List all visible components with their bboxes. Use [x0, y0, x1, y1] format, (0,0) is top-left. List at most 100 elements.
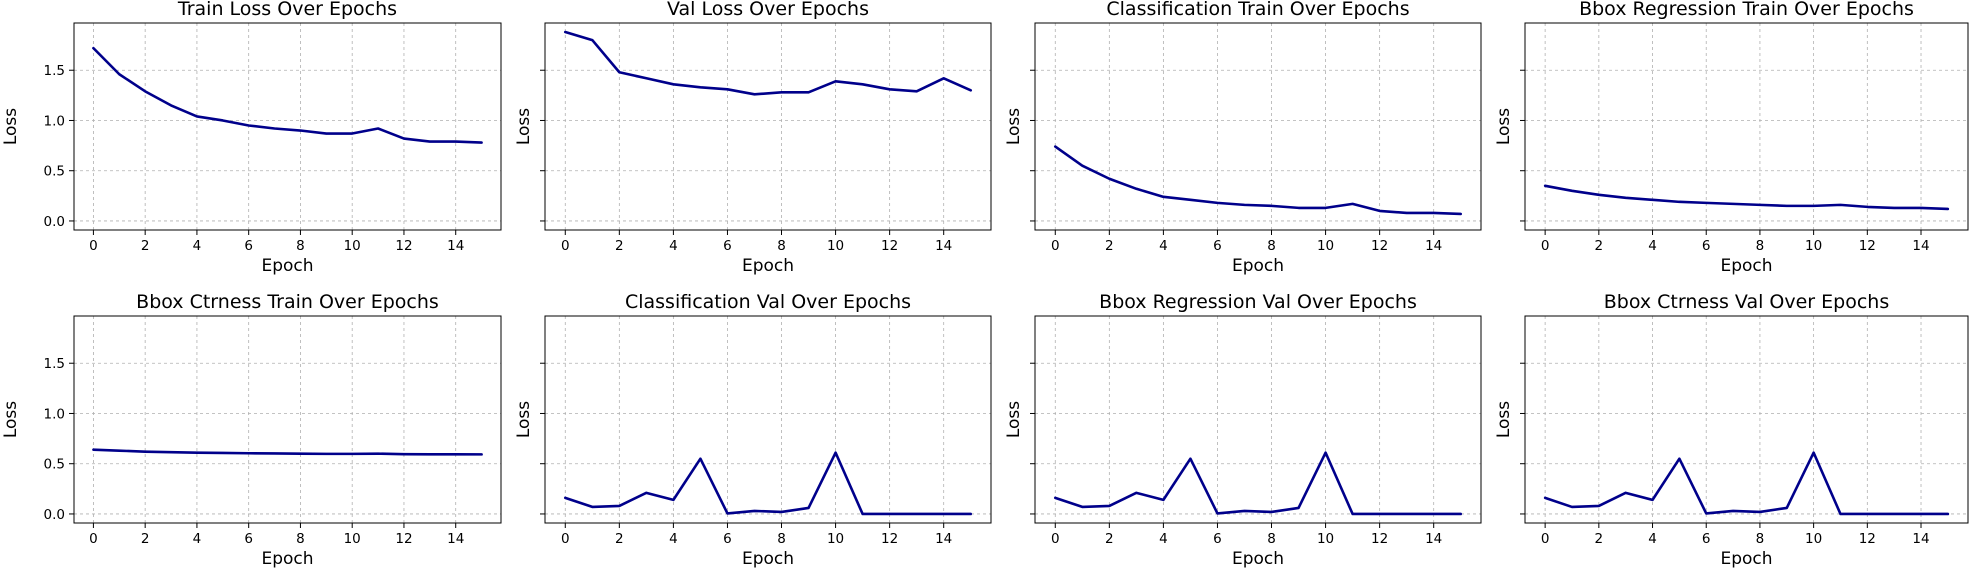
- y-tick-label: 0.5: [44, 457, 65, 473]
- x-tick-label: 6: [1702, 238, 1711, 254]
- x-tick-label: 14: [447, 531, 464, 547]
- x-axis-label: Epoch: [1232, 256, 1284, 276]
- axes-frame: [73, 315, 502, 524]
- subplot-title: Train Loss Over Epochs: [177, 0, 397, 20]
- x-axis-label: Epoch: [742, 256, 794, 276]
- axes-frame: [544, 22, 992, 231]
- x-tick-label: 12: [1371, 238, 1388, 254]
- x-tick-label: 10: [827, 531, 844, 547]
- x-tick-label: 12: [1371, 531, 1388, 547]
- x-tick-label: 6: [244, 531, 253, 547]
- axes-frame: [1034, 22, 1482, 231]
- x-tick-label: 2: [1595, 531, 1604, 547]
- subplot-7: 0 2 4 6 8 10 12 14 Bbox Regression Val Over Epoc…: [1004, 291, 1482, 569]
- x-tick-label: 8: [1756, 238, 1765, 254]
- x-tick-label: 8: [296, 531, 305, 547]
- subplot-title: Classification Train Over Epochs: [1106, 0, 1409, 20]
- x-tick-label: 10: [1317, 238, 1334, 254]
- subplot-2: 0 2 4 6 8 10 12 14 Val Loss Over Epochs Epoch Loss: [514, 0, 992, 276]
- x-axis-label: Epoch: [261, 256, 313, 276]
- x-tick-label: 14: [1425, 531, 1442, 547]
- subplot-6: 0 2 4 6 8 10 12 14 Classification Val Over Epoch…: [514, 291, 992, 569]
- series-line-1: [563, 30, 973, 96]
- subplot-1: 0 2 4 6 8 10 12 14 0.0 0.5 1.0 1.5 Train Loss Over E…: [1, 0, 502, 276]
- axes-frame: [1034, 315, 1482, 524]
- series-line-1: [92, 448, 483, 456]
- series-line-1: [1053, 145, 1463, 216]
- subplot-8: 0 2 4 6 8 10 12 14 Bbox Ctrness Val Over Epochs E…: [1494, 291, 1969, 569]
- x-tick-label: 10: [1805, 531, 1822, 547]
- y-axis-label: Loss: [1, 108, 21, 145]
- x-tick-label: 14: [935, 531, 952, 547]
- axes-frame: [1524, 315, 1969, 524]
- x-tick-label: 6: [723, 238, 732, 254]
- subplot-title: Classification Val Over Epochs: [625, 291, 911, 313]
- x-tick-label: 0: [1541, 531, 1550, 547]
- series-line-1: [92, 46, 483, 144]
- x-tick-label: 4: [1159, 238, 1168, 254]
- y-axis-label: Loss: [1494, 401, 1514, 438]
- x-tick-label: 10: [344, 531, 361, 547]
- x-tick-label: 0: [89, 238, 98, 254]
- subplot-3: 0 2 4 6 8 10 12 14 Classification Train Over Epo…: [1004, 0, 1482, 276]
- x-tick-label: 8: [1756, 531, 1765, 547]
- x-tick-label: 2: [1105, 238, 1114, 254]
- axes-frame: [73, 22, 502, 231]
- x-tick-label: 10: [1805, 238, 1822, 254]
- y-axis-label: Loss: [1, 401, 21, 438]
- x-tick-label: 0: [561, 531, 570, 547]
- x-tick-label: 14: [935, 238, 952, 254]
- x-tick-label: 2: [615, 531, 624, 547]
- x-tick-label: 2: [141, 238, 150, 254]
- x-tick-label: 4: [669, 531, 678, 547]
- x-tick-label: 2: [1105, 531, 1114, 547]
- subplot-5: 0 2 4 6 8 10 12 14 0.0 0.5 1.0 1.5 Bbox Ctrness Trai…: [1, 291, 502, 569]
- x-axis-label: Epoch: [1720, 256, 1772, 276]
- x-tick-label: 0: [1541, 238, 1550, 254]
- x-tick-label: 8: [777, 238, 786, 254]
- x-tick-label: 12: [881, 238, 898, 254]
- x-tick-label: 6: [1213, 238, 1222, 254]
- x-tick-label: 10: [344, 238, 361, 254]
- x-tick-label: 0: [561, 238, 570, 254]
- series-line-1: [563, 451, 973, 516]
- x-tick-label: 12: [395, 531, 412, 547]
- y-tick-label: 1.0: [44, 406, 65, 422]
- x-axis-label: Epoch: [1720, 549, 1772, 569]
- x-axis-label: Epoch: [261, 549, 313, 569]
- axes-frame: [544, 315, 992, 524]
- x-tick-label: 2: [141, 531, 150, 547]
- x-tick-label: 6: [1213, 531, 1222, 547]
- x-tick-label: 8: [1267, 238, 1276, 254]
- x-tick-label: 6: [723, 531, 732, 547]
- x-tick-label: 12: [881, 531, 898, 547]
- x-tick-label: 14: [1912, 531, 1929, 547]
- series-line-1: [1543, 184, 1950, 211]
- subplot-title: Bbox Regression Val Over Epochs: [1099, 291, 1417, 313]
- axes-frame: [1524, 22, 1969, 231]
- y-tick-label: 0.0: [44, 507, 65, 523]
- x-tick-label: 10: [1317, 531, 1334, 547]
- subplot-4: 0 2 4 6 8 10 12 14 Bbox Regression Train Over Ep…: [1494, 0, 1969, 276]
- x-tick-label: 2: [1595, 238, 1604, 254]
- y-axis-label: Loss: [514, 108, 534, 145]
- x-tick-label: 0: [1051, 238, 1060, 254]
- x-axis-label: Epoch: [742, 549, 794, 569]
- x-tick-label: 4: [193, 238, 202, 254]
- y-tick-label: 0.5: [44, 164, 65, 180]
- x-tick-label: 4: [1159, 531, 1168, 547]
- series-line-1: [1053, 451, 1463, 516]
- x-tick-label: 4: [1648, 238, 1657, 254]
- y-tick-label: 1.5: [44, 356, 65, 372]
- x-tick-label: 8: [1267, 531, 1276, 547]
- x-tick-label: 12: [395, 238, 412, 254]
- subplot-title: Bbox Regression Train Over Epochs: [1579, 0, 1914, 20]
- y-tick-label: 1.0: [44, 113, 65, 129]
- x-tick-label: 6: [1702, 531, 1711, 547]
- x-tick-label: 14: [1912, 238, 1929, 254]
- x-axis-label: Epoch: [1232, 549, 1284, 569]
- x-tick-label: 0: [89, 531, 98, 547]
- y-tick-label: 0.0: [44, 214, 65, 230]
- subplot-title: Bbox Ctrness Val Over Epochs: [1604, 291, 1889, 313]
- x-tick-label: 12: [1859, 531, 1876, 547]
